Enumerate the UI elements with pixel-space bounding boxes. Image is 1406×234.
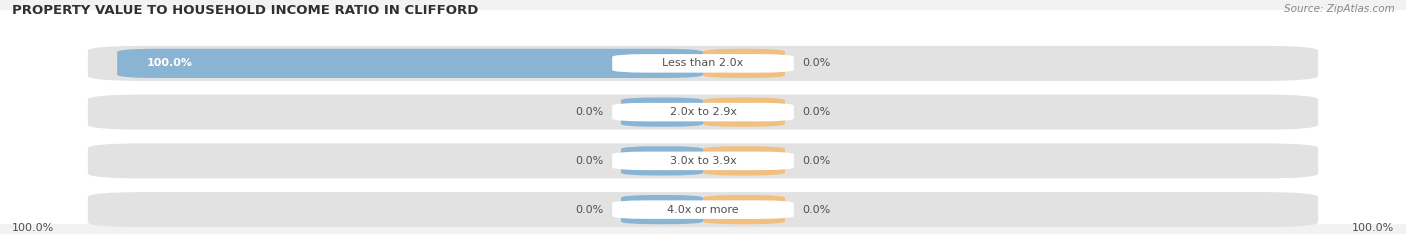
FancyBboxPatch shape: [703, 195, 785, 224]
FancyBboxPatch shape: [703, 98, 785, 127]
Text: Less than 2.0x: Less than 2.0x: [662, 58, 744, 68]
FancyBboxPatch shape: [621, 98, 703, 127]
FancyBboxPatch shape: [87, 95, 1319, 130]
Text: 0.0%: 0.0%: [803, 205, 831, 215]
Text: Source: ZipAtlas.com: Source: ZipAtlas.com: [1284, 4, 1395, 14]
FancyBboxPatch shape: [612, 103, 794, 121]
Text: 0.0%: 0.0%: [575, 205, 603, 215]
Text: 0.0%: 0.0%: [575, 156, 603, 166]
Text: 0.0%: 0.0%: [803, 156, 831, 166]
Text: 4.0x or more: 4.0x or more: [668, 205, 738, 215]
Text: 0.0%: 0.0%: [575, 107, 603, 117]
Text: PROPERTY VALUE TO HOUSEHOLD INCOME RATIO IN CLIFFORD: PROPERTY VALUE TO HOUSEHOLD INCOME RATIO…: [11, 4, 478, 17]
FancyBboxPatch shape: [0, 10, 1406, 224]
Text: 3.0x to 3.9x: 3.0x to 3.9x: [669, 156, 737, 166]
FancyBboxPatch shape: [87, 46, 1319, 81]
FancyBboxPatch shape: [621, 195, 703, 224]
Text: 100.0%: 100.0%: [11, 223, 53, 233]
FancyBboxPatch shape: [621, 146, 703, 176]
FancyBboxPatch shape: [117, 49, 703, 78]
FancyBboxPatch shape: [87, 143, 1319, 178]
Text: 100.0%: 100.0%: [146, 58, 193, 68]
Text: 100.0%: 100.0%: [1353, 223, 1395, 233]
FancyBboxPatch shape: [612, 152, 794, 170]
Text: 2.0x to 2.9x: 2.0x to 2.9x: [669, 107, 737, 117]
FancyBboxPatch shape: [612, 54, 794, 73]
Text: 0.0%: 0.0%: [803, 58, 831, 68]
FancyBboxPatch shape: [612, 200, 794, 219]
FancyBboxPatch shape: [703, 49, 785, 78]
FancyBboxPatch shape: [703, 146, 785, 176]
Text: 0.0%: 0.0%: [803, 107, 831, 117]
FancyBboxPatch shape: [87, 192, 1319, 227]
